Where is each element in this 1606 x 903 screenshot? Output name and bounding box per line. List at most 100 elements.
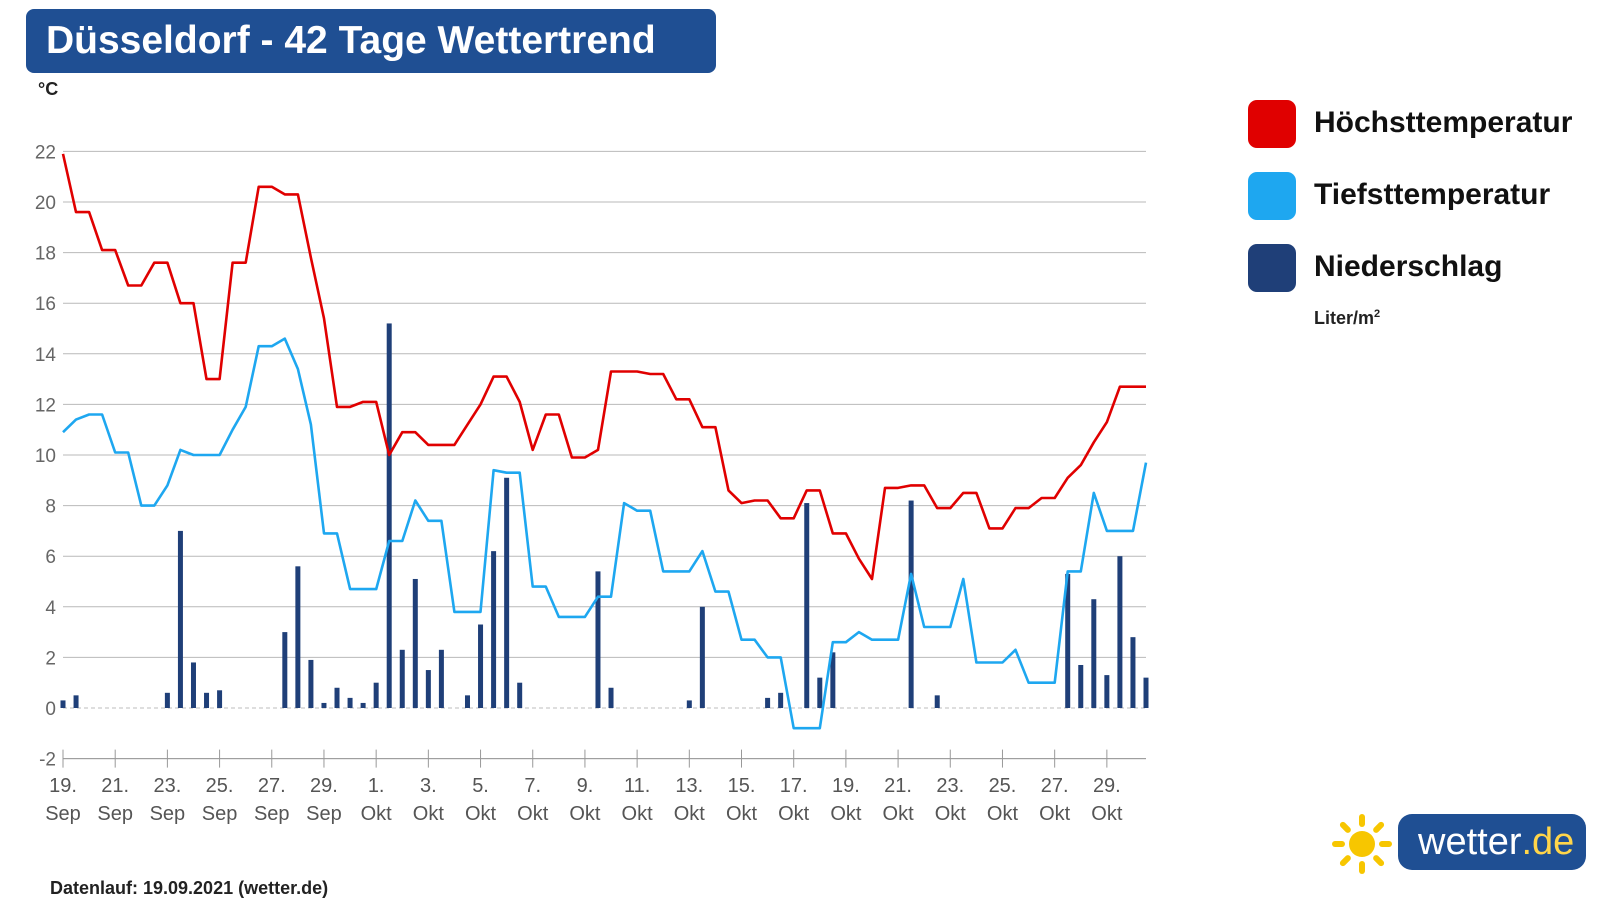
y-tick-label: 20 [35,193,56,214]
precip-bar [73,695,79,708]
legend-label-precip: Niederschlag [1314,250,1503,283]
precip-bar [491,551,497,708]
precip-bar [804,503,810,708]
precip-unit-exponent: 2 [1374,308,1381,320]
precip-bar [934,695,940,708]
x-tick-label-day: 27. [1041,775,1069,797]
precip-bar [517,682,523,708]
legend-item-low: Tiefsttemperatur [1248,172,1598,244]
precip-bar [1130,637,1136,708]
x-tick-label-month: Okt [569,803,601,825]
precip-bar [438,649,444,708]
y-tick-label: 2 [45,648,56,669]
logo-tld: .de [1521,820,1575,863]
legend-swatch-low [1248,172,1296,220]
x-tick-label-month: Okt [465,803,497,825]
x-tick-label-month: Okt [622,803,654,825]
precip-bar [399,649,405,708]
precip-bar [478,624,484,708]
precip-unit-text: Liter/m [1314,308,1375,328]
legend-item-precip: Niederschlag [1248,244,1598,316]
data-run-footer: Datenlauf: 19.09.2021 (wetter.de) [50,878,329,898]
x-tick-label-day: 25. [206,775,234,797]
x-tick-label-day: 11. [624,775,650,797]
y-axis-unit-label: °C [38,79,59,99]
x-tick-label-month: Okt [1091,803,1123,825]
legend-label-high: Höchsttemperatur [1314,106,1573,139]
x-tick-label-day: 19. [49,775,77,797]
y-tick-label: 8 [45,497,56,518]
x-tick-label-month: Okt [987,803,1019,825]
x-tick-label-day: 27. [258,775,286,797]
precip-bar [164,692,170,708]
x-tick-label-day: 7. [524,775,541,797]
precip-unit-label: Liter/m2 [1314,308,1380,329]
precip-bar [204,692,210,708]
precip-bar [217,690,223,708]
x-tick-label-month: Okt [517,803,549,825]
legend-item-high: Höchsttemperatur [1248,100,1598,172]
x-tick-label-day: 29. [1093,775,1121,797]
x-tick-label-day: 13. [675,775,703,797]
x-tick-label-month: Sep [306,803,342,825]
precip-bar [386,323,392,708]
x-tick-label-month: Okt [883,803,915,825]
precip-bar [177,530,183,708]
x-tick-label-day: 21. [884,775,912,797]
y-tick-label: 16 [35,294,56,315]
low-temperature-line [62,337,1148,730]
x-tick-label-day: 19. [832,775,860,797]
sun-icon [1332,814,1392,874]
x-tick-label-day: 17. [780,775,808,797]
precip-bar [295,566,301,708]
precip-bar [360,702,366,708]
y-tick-label: 12 [35,395,56,416]
precip-bar [765,697,771,708]
x-tick-label-month: Okt [674,803,706,825]
logo-name: wetter [1418,820,1522,863]
precip-bar [308,659,314,708]
precip-bar [686,700,692,708]
x-tick-label-day: 23. [936,775,964,797]
precip-bar [321,702,327,708]
chart-title: Düsseldorf - 42 Tage Wettertrend [26,9,716,73]
x-tick-label-month: Okt [778,803,810,825]
precip-bar [347,697,353,708]
x-tick-label-day: 3. [420,775,437,797]
precip-bar [334,687,340,708]
x-tick-label-month: Sep [202,803,238,825]
y-tick-label: 6 [45,547,56,568]
legend-swatch-high [1248,100,1296,148]
x-tick-label-day: 5. [472,775,489,797]
precip-bar [425,670,431,708]
precip-bar [412,578,418,708]
precip-bar [1143,677,1149,708]
precip-bar [504,477,510,708]
precip-bar [464,695,470,708]
y-tick-label: 10 [35,446,56,467]
precip-bar [1117,556,1123,708]
high-temperature-line [61,153,1146,581]
x-tick-label-month: Sep [97,803,133,825]
y-tick-label: 0 [45,699,56,720]
legend-label-low: Tiefsttemperatur [1314,178,1551,211]
precip-bar [830,652,836,708]
x-tick-label-month: Sep [254,803,290,825]
y-tick-label: 18 [35,244,56,265]
wetter-de-logo[interactable]: wetter .de [1324,808,1594,894]
precip-bar [595,571,601,708]
precip-bar [282,632,288,708]
x-tick-label-month: Sep [150,803,186,825]
chart-legend: Höchsttemperatur Tiefsttemperatur Nieder… [1248,100,1598,316]
x-tick-label-day: 1. [368,775,385,797]
x-tick-label-day: 15. [728,775,756,797]
x-tick-label-month: Okt [361,803,393,825]
precip-bar [817,677,823,708]
precip-bar [778,692,784,708]
x-tick-label-month: Okt [935,803,967,825]
precip-bar [908,500,914,708]
x-tick-label-month: Sep [45,803,81,825]
x-tick-label-month: Okt [413,803,445,825]
precip-bar [190,662,196,708]
